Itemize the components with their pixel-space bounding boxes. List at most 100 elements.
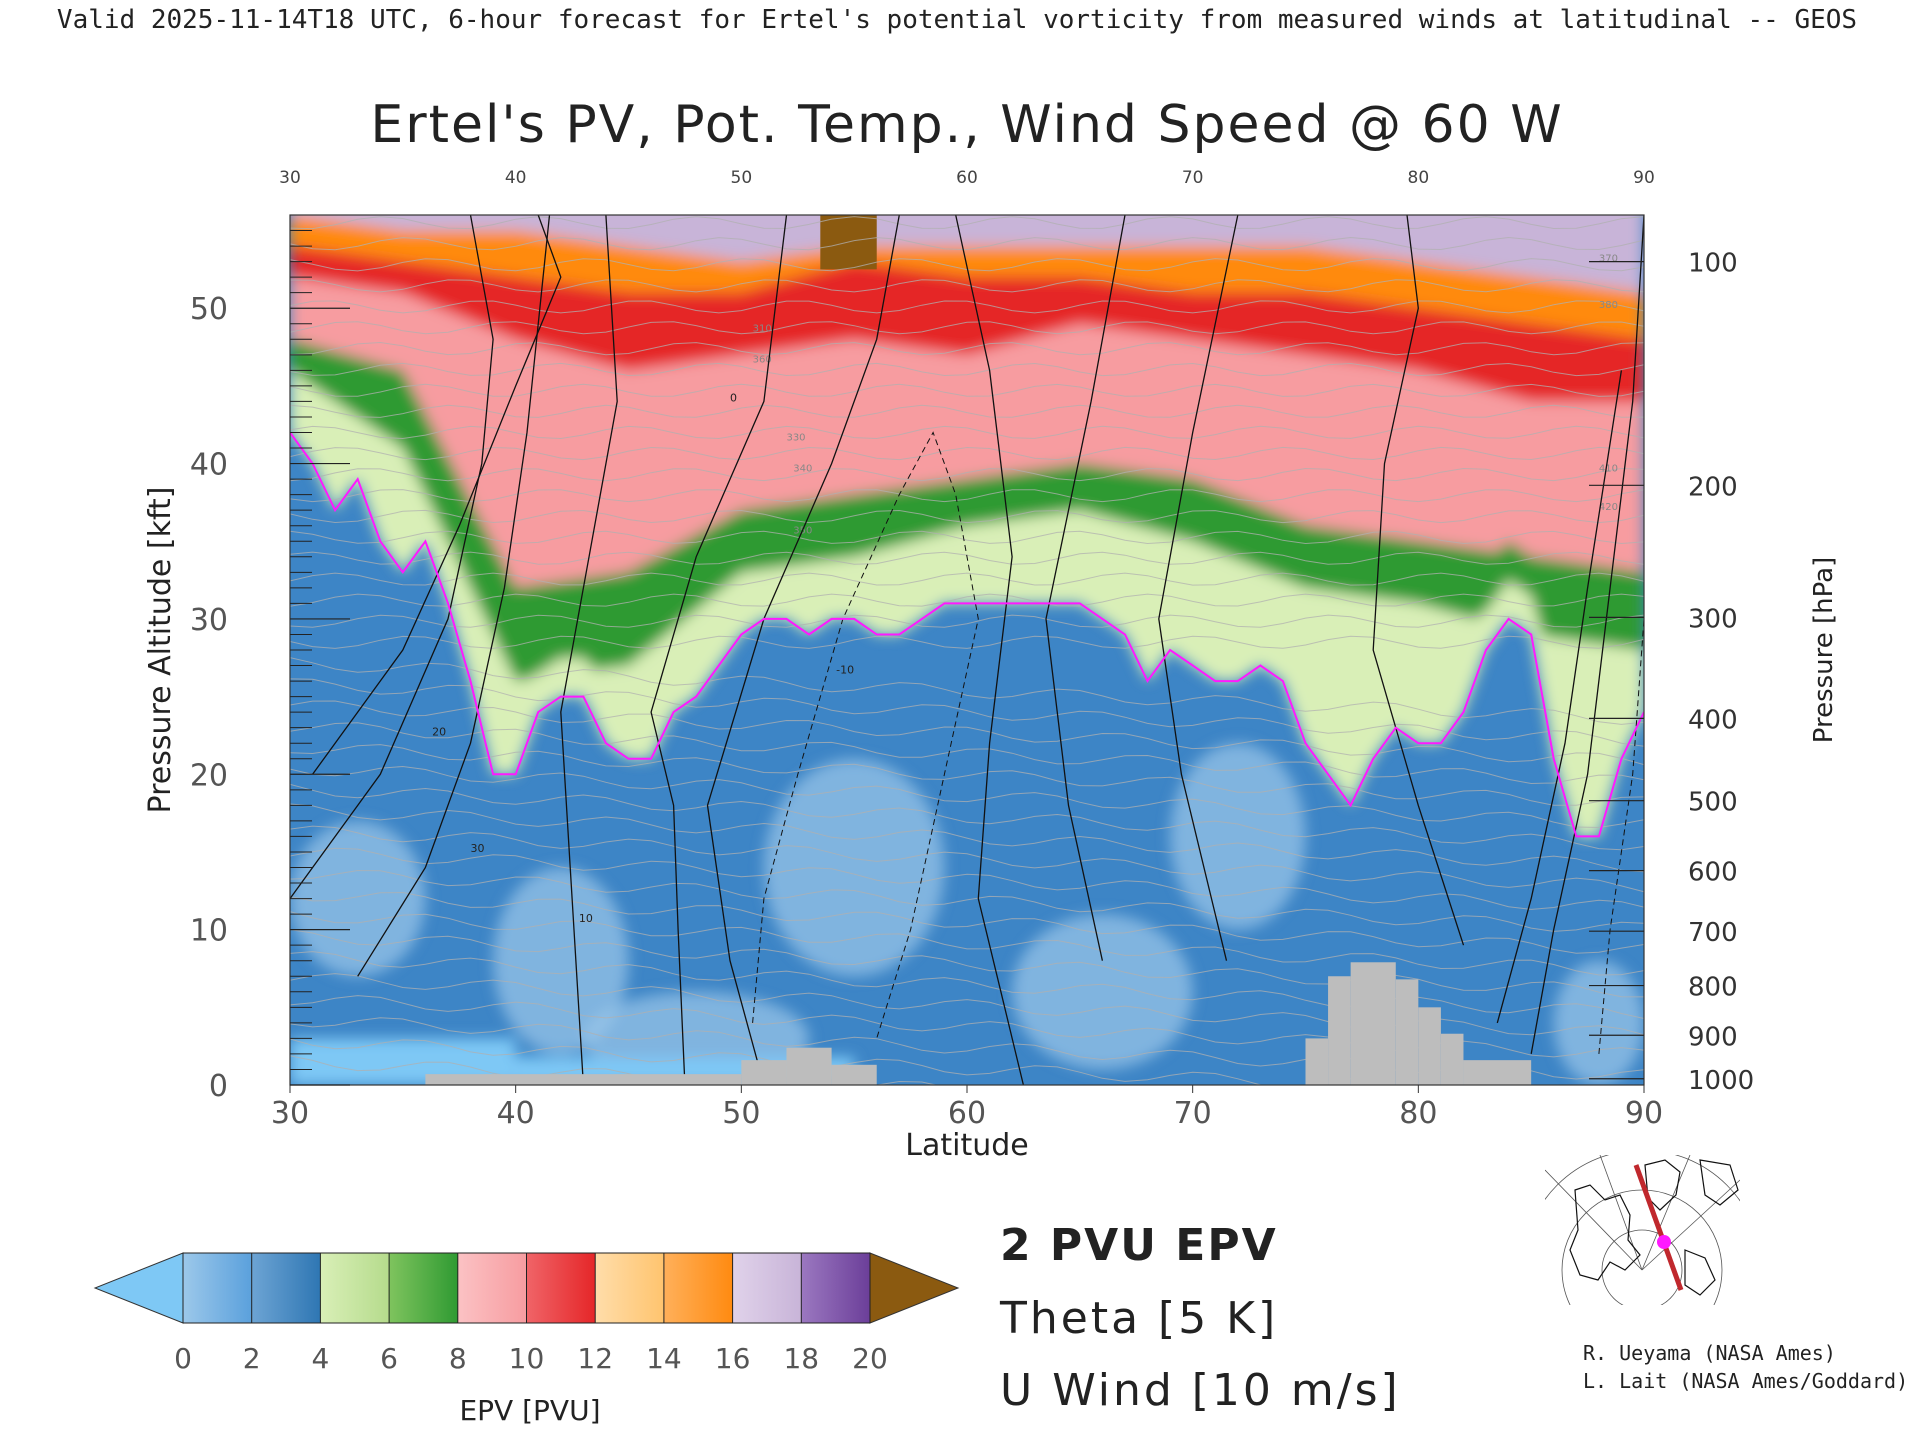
wind-contour-line [560, 215, 618, 1085]
legend: 2 PVU EPV Theta [5 K] U Wind [10 m/s] [999, 1220, 1401, 1416]
colorbar-segment [457, 1253, 527, 1323]
x-tick-label: 80 [1399, 1096, 1437, 1131]
terrain-block [1418, 1007, 1441, 1085]
colorbar-under-arrow [93, 1252, 184, 1324]
x-axis-bottom: 30 40 50 60 70 80 90 [271, 1085, 1663, 1131]
legend-theta-label: Theta [5 K] [999, 1293, 1278, 1344]
theta-line [290, 279, 1644, 293]
colorbar-segment [801, 1253, 871, 1323]
pressure-tick-label: 900 [1688, 1022, 1738, 1052]
x-axis-label: Latitude [905, 1128, 1028, 1163]
epv-low-patch [290, 820, 426, 977]
pressure-tick-label: 800 [1688, 973, 1738, 1003]
wind-contour-line [290, 215, 494, 899]
pressure-tick-label: 700 [1688, 918, 1738, 948]
theta-contour-label: 380 [1599, 300, 1618, 311]
wind-contour-label: 0 [730, 391, 737, 404]
wind-contour-line [357, 215, 551, 977]
colorbar-segment [251, 1253, 321, 1323]
colorbar-tick-label: 20 [852, 1342, 888, 1375]
colorbar-over-arrow [869, 1252, 960, 1324]
theta-line [290, 825, 1644, 893]
terrain-block [1350, 962, 1396, 1085]
theta-line [290, 700, 1644, 766]
terrain-block [425, 1074, 742, 1085]
theta-line [290, 657, 1644, 725]
theta-line [290, 1038, 1513, 1085]
colorbar-tick-label: 8 [449, 1342, 467, 1375]
legend-wind-label: U Wind [10 m/s] [1000, 1365, 1401, 1416]
x-tick-label: 50 [722, 1096, 760, 1131]
x-top-tick-label: 80 [1408, 168, 1430, 188]
y-tick-label: 40 [190, 448, 228, 483]
chart-title: Ertel's PV, Pot. Temp., Wind Speed @ 60 … [370, 95, 1563, 155]
x-tick-label: 60 [948, 1096, 986, 1131]
theta-line [290, 341, 1644, 356]
x-tick-label: 30 [271, 1096, 309, 1131]
colorbar-tick-label: 0 [174, 1342, 192, 1375]
theta-line [290, 678, 1644, 747]
y-axis-right-pressure: 100 200 300 400 500 600 700 800 900 1000 [1589, 249, 1754, 1096]
epv-low-patch [1012, 914, 1193, 1070]
theta-line [290, 321, 1644, 335]
theta-line [290, 489, 1644, 503]
wind-contour-line [1045, 215, 1126, 961]
x-top-tick-label: 90 [1633, 168, 1655, 188]
theta-contour-label: 310 [753, 324, 772, 335]
wind-contour-label: 30 [471, 842, 485, 855]
wind-contour-line [955, 215, 1025, 1085]
y-tick-label: 20 [190, 758, 228, 793]
theta-contour-label: 340 [793, 463, 812, 474]
theta-line [290, 216, 1644, 230]
theta-line [290, 467, 1644, 482]
two-pvu-contour [290, 431, 1644, 838]
credit-line-2: L. Lait (NASA Ames/Goddard) [1583, 1369, 1908, 1393]
terrain-block [741, 1060, 787, 1085]
theta-contour-label: 330 [786, 432, 805, 443]
wind-contour-line [312, 215, 562, 775]
theta-line [290, 635, 1644, 649]
colorbar-tick-label: 14 [646, 1342, 682, 1375]
y-tick-label: 10 [190, 914, 228, 949]
wind-contour-label: 10 [579, 912, 593, 925]
wind-contour-line [1530, 215, 1644, 1055]
y-tick-label: 30 [190, 603, 228, 638]
theta-line [290, 891, 1644, 954]
colorbar-tick-label: 2 [243, 1342, 261, 1375]
theta-line [290, 236, 1644, 251]
wind-contour-label: 20 [432, 725, 446, 738]
colorbar-segment [526, 1253, 596, 1323]
y-tick-label: 50 [190, 292, 228, 327]
x-tick-label: 40 [497, 1096, 535, 1131]
epv-low-patch [1170, 743, 1306, 930]
legend-pv-label: 2 PVU EPV [1000, 1220, 1278, 1271]
x-top-tick-label: 40 [505, 168, 527, 188]
theta-line [290, 593, 1644, 607]
wind-contour-line [650, 215, 788, 1085]
theta-line [290, 765, 1644, 829]
colorbar-segment [732, 1253, 802, 1323]
theta-line [290, 404, 1644, 418]
theta-line [290, 783, 1644, 851]
theta-line [290, 744, 1644, 806]
credit-line-1: R. Ueyama (NASA Ames) [1583, 1341, 1836, 1365]
pressure-tick-label: 500 [1688, 788, 1738, 818]
pressure-tick-label: 100 [1688, 249, 1738, 279]
terrain-block [786, 1047, 832, 1085]
pressure-tick-label: 200 [1688, 472, 1738, 502]
wind-contour-line [1496, 370, 1623, 1024]
y2-axis-label: Pressure [hPa] [1809, 557, 1839, 744]
theta-contour-label: 420 [1599, 502, 1618, 513]
theta-line [290, 803, 1644, 873]
theta-line [290, 614, 1644, 628]
x-top-tick-label: 70 [1182, 168, 1204, 188]
wind-contour-negative [752, 431, 979, 1039]
colorbar-segment [389, 1253, 459, 1323]
theta-line [290, 722, 1644, 785]
x-top-tick-label: 50 [731, 168, 753, 188]
epv-low-patch [1553, 960, 1644, 1085]
location-inset-map [1545, 1155, 1740, 1305]
wind-contour-label: -10 [836, 663, 854, 676]
